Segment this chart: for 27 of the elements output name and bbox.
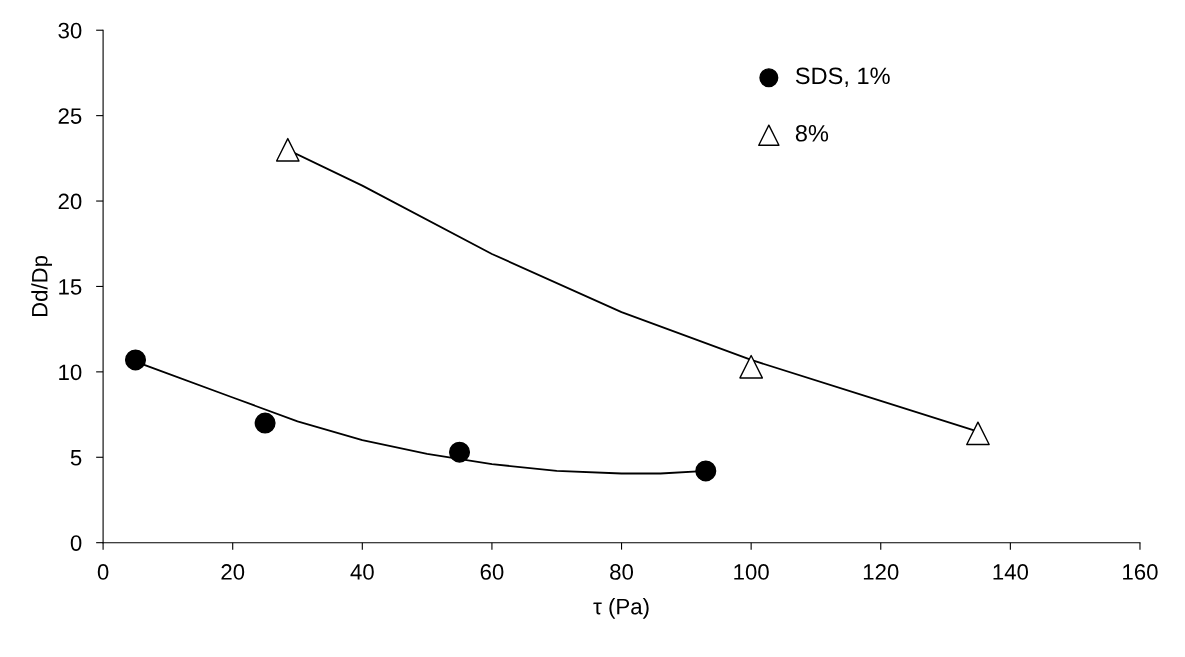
point [739,354,764,379]
point [695,460,717,482]
point [275,137,300,162]
x-tick-label: 80 [610,564,634,580]
y-tick-label: 25 [58,108,82,124]
legend-label: SDS, 1% [795,67,890,87]
y-tick-label: 5 [70,450,82,466]
point [124,349,147,371]
point [966,421,990,446]
x-axis-title: τ (Pa) [593,598,649,619]
x-tick-label: 120 [863,564,899,580]
y-tick-label: 0 [70,535,82,551]
point [254,412,276,434]
x-tick-label: 140 [993,564,1029,580]
y-tick-label: 15 [59,279,82,295]
point [449,441,471,463]
y-tick-label: 20 [58,193,82,210]
x-tick-label: 0 [97,564,109,580]
x-tick-label: 60 [480,564,504,580]
x-tick-label: 160 [1123,564,1158,580]
y-tick-label: 30 [58,22,82,39]
legend-label: 8% [795,124,829,142]
x-tick-label: 20 [221,564,245,580]
x-tick-label: 100 [734,564,769,580]
y-tick-label: 10 [59,364,82,381]
x-tick-label: 40 [350,564,374,580]
y-axis-title: Dd/Dp [31,255,52,317]
